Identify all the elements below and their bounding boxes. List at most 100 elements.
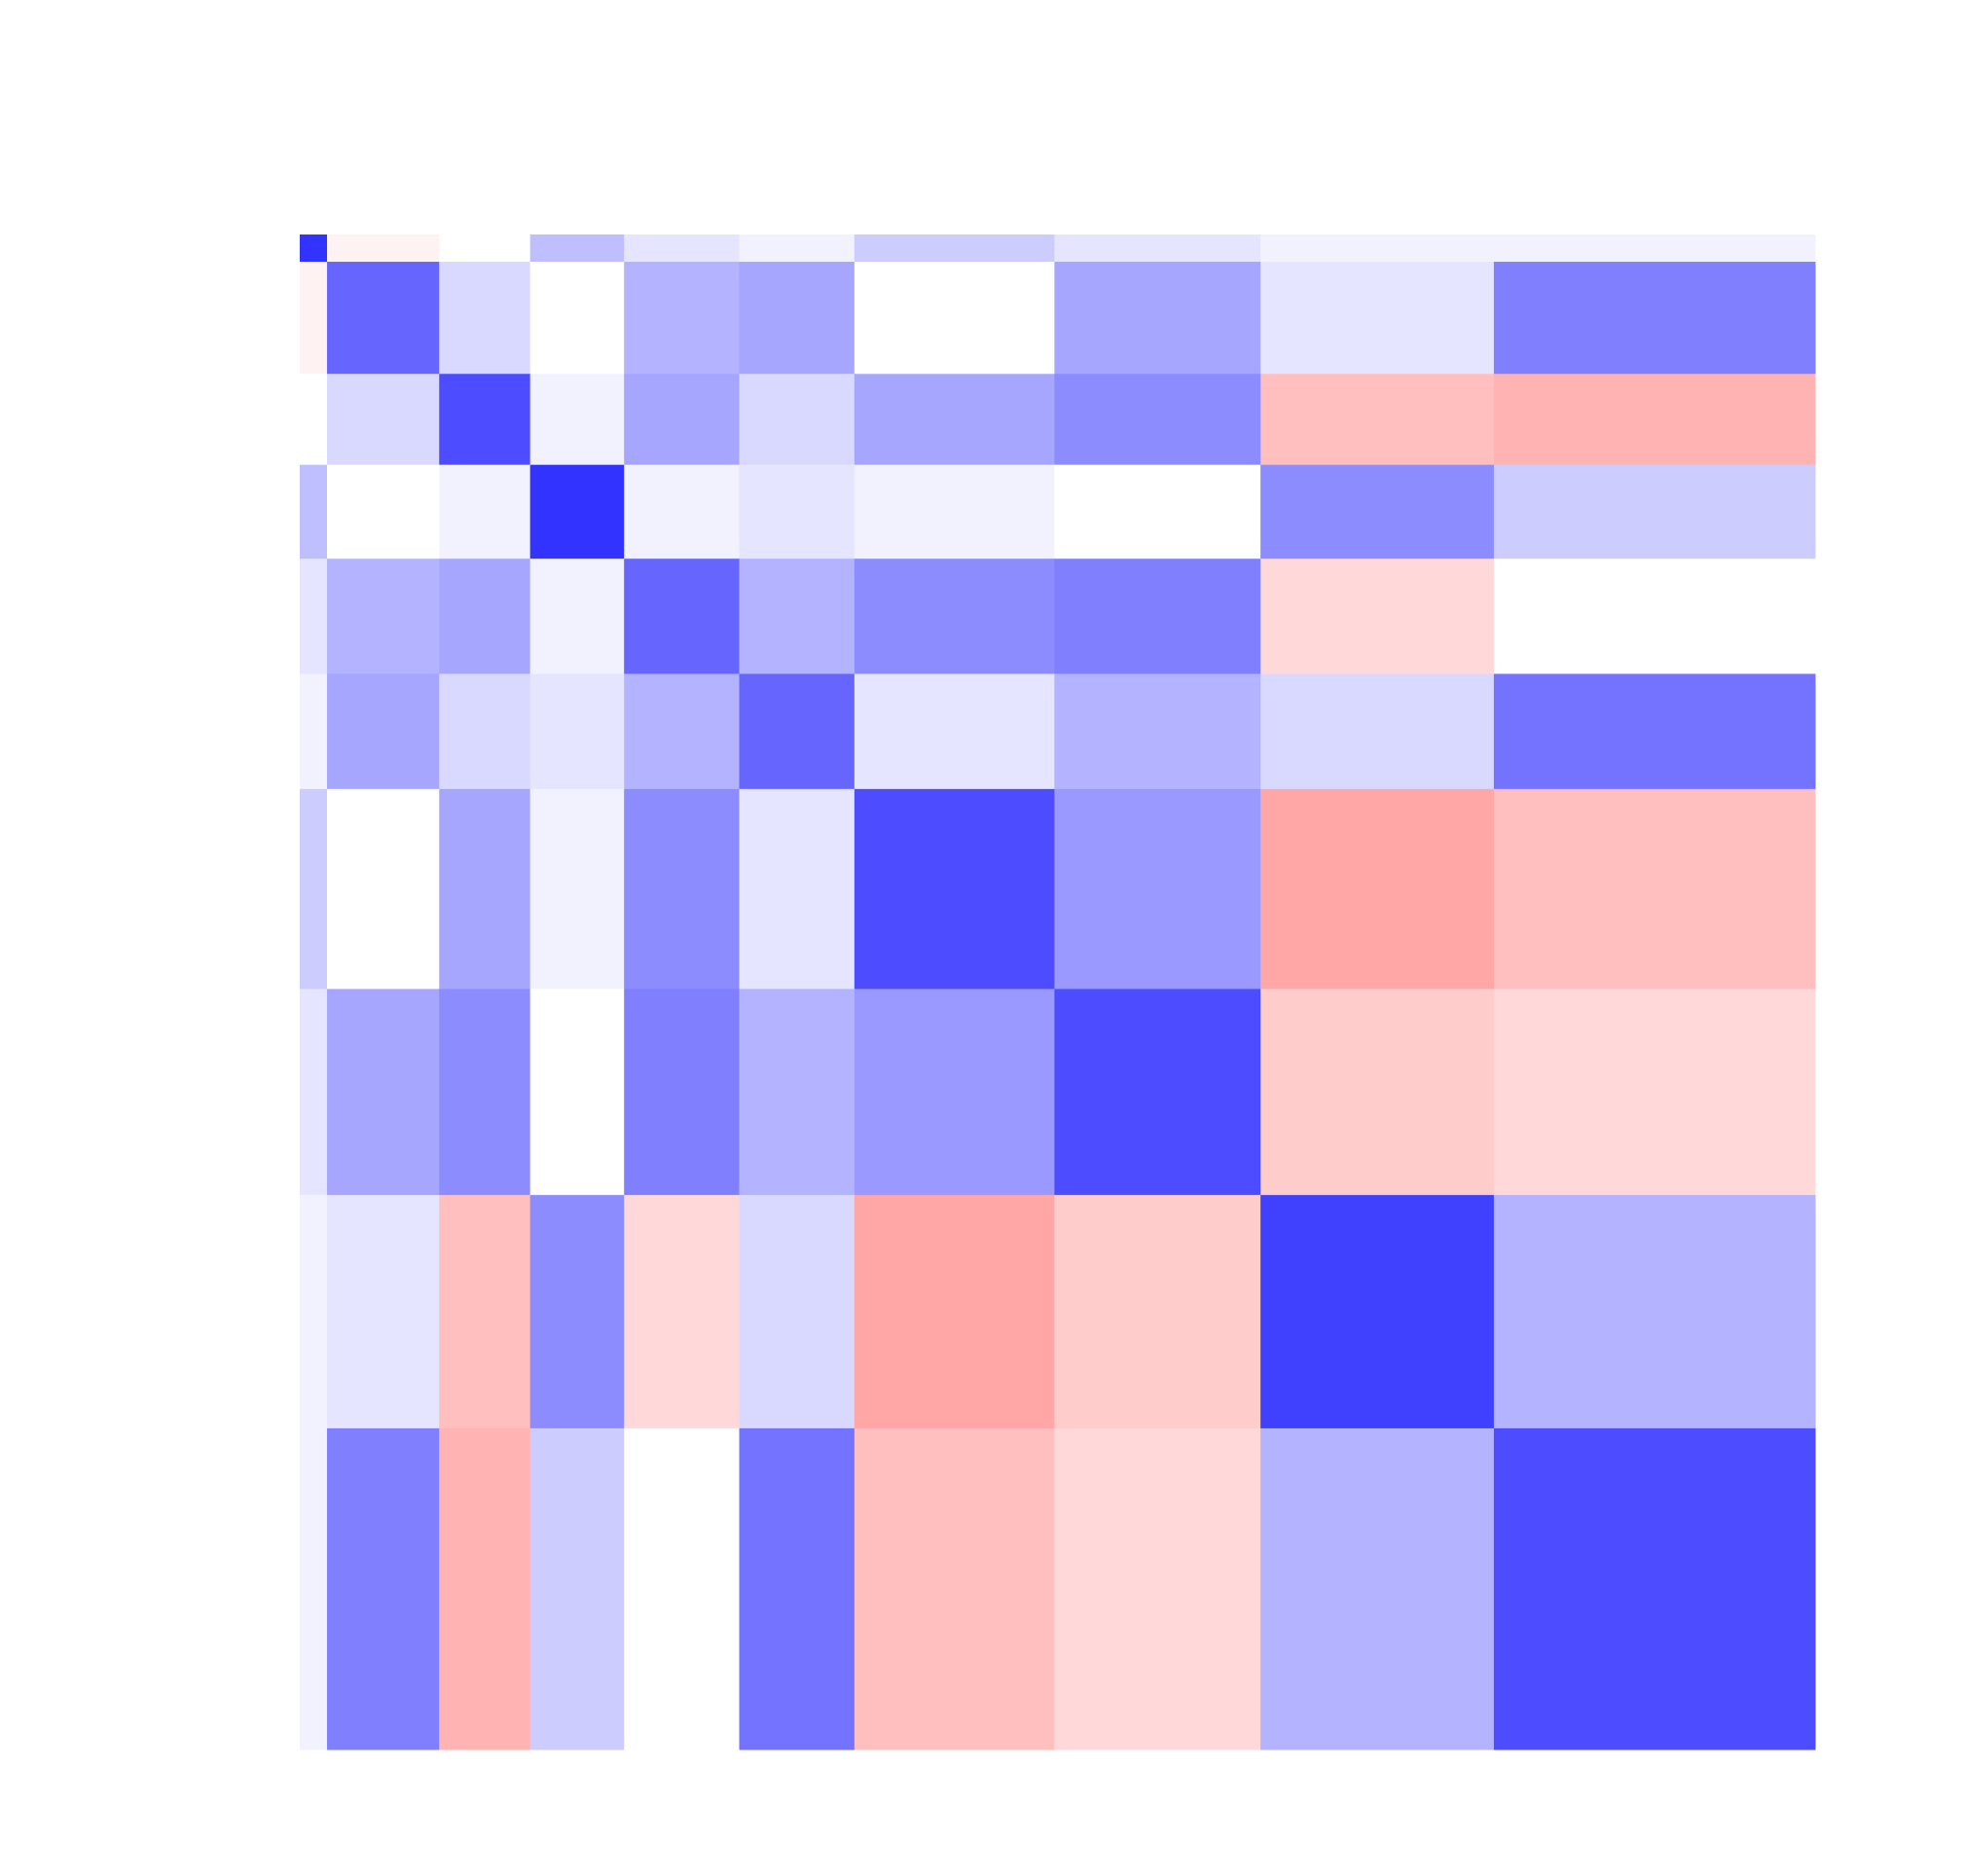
heatmap-cell <box>1054 1427 1261 1750</box>
heatmap-cell <box>529 559 625 675</box>
heatmap-cell <box>1260 1195 1495 1429</box>
heatmap-cell <box>1054 234 1261 263</box>
heatmap-cell <box>1260 374 1495 466</box>
heatmap-cell <box>739 262 855 375</box>
heatmap-cell <box>327 234 440 263</box>
heatmap-cell <box>1493 1195 1816 1429</box>
heatmap-cell <box>300 1195 328 1429</box>
heatmap-cell <box>327 673 440 790</box>
heatmap-cell <box>1493 788 1816 990</box>
heatmap-cell <box>439 1195 531 1429</box>
heatmap-cell <box>439 464 531 559</box>
heatmap-cell <box>1054 559 1261 675</box>
heatmap-cell <box>529 989 625 1196</box>
heatmap-cell <box>300 989 328 1196</box>
heatmap-cell <box>1260 464 1495 559</box>
heatmap-cell <box>439 234 531 263</box>
heatmap-cell <box>439 1427 531 1750</box>
heatmap-cell <box>439 559 531 675</box>
heatmap-cell <box>624 374 741 466</box>
heatmap-cell <box>739 1195 855 1429</box>
heatmap-cell <box>1260 234 1495 263</box>
heatmap-cell <box>739 374 855 466</box>
heatmap-cell <box>854 262 1055 375</box>
heatmap-cell <box>327 989 440 1196</box>
heatmap-cell <box>300 374 328 466</box>
heatmap-cell <box>1493 464 1816 559</box>
heatmap-cell <box>739 464 855 559</box>
heatmap-cell <box>1260 262 1495 375</box>
heatmap-cell <box>854 788 1055 990</box>
heatmap-cell <box>854 234 1055 263</box>
heatmap-cell <box>1260 1427 1495 1750</box>
heatmap-cell <box>300 673 328 790</box>
heatmap-cell <box>624 234 741 263</box>
heatmap-cell <box>624 559 741 675</box>
heatmap-cell <box>739 673 855 790</box>
heatmap-cell <box>439 989 531 1196</box>
heatmap-cell <box>739 788 855 990</box>
heatmap-cell <box>300 262 328 375</box>
heatmap-cell <box>624 788 741 990</box>
heatmap-cell <box>439 374 531 466</box>
heatmap-cell <box>1493 559 1816 675</box>
heatmap-cell <box>624 989 741 1196</box>
heatmap-cell <box>300 1427 328 1750</box>
heatmap-cell <box>1054 374 1261 466</box>
heatmap-cell <box>300 788 328 990</box>
heatmap-cell <box>624 464 741 559</box>
heatmap-cell <box>1493 1427 1816 1750</box>
heatmap-cell <box>854 1427 1055 1750</box>
heatmap-cell <box>624 262 741 375</box>
heatmap-cell <box>327 464 440 559</box>
heatmap-cell <box>854 673 1055 790</box>
heatmap-cell <box>1493 374 1816 466</box>
heatmap-cell <box>1054 673 1261 790</box>
heatmap-cell <box>327 788 440 990</box>
heatmap-cell <box>300 464 328 559</box>
heatmap-cell <box>1260 989 1495 1196</box>
heatmap-cell <box>1054 788 1261 990</box>
heatmap-cell <box>1260 559 1495 675</box>
heatmap-cell <box>1493 262 1816 375</box>
heatmap-cell <box>1493 673 1816 790</box>
heatmap-cell <box>1493 234 1816 263</box>
heatmap-cell <box>327 1195 440 1429</box>
heatmap-cell <box>529 374 625 466</box>
heatmap-cell <box>739 559 855 675</box>
heatmap-cell <box>327 559 440 675</box>
heatmap-cell <box>1054 262 1261 375</box>
heatmap-cell <box>529 673 625 790</box>
heatmap-cell <box>529 262 625 375</box>
heatmap-cell <box>439 788 531 990</box>
heatmap-cell <box>529 1195 625 1429</box>
heatmap-cell <box>529 1427 625 1750</box>
heatmap-cell <box>1054 464 1261 559</box>
heatmap-cell <box>854 464 1055 559</box>
heatmap-cell <box>300 234 328 263</box>
heatmap-cell <box>1054 1195 1261 1429</box>
heatmap-cell <box>327 374 440 466</box>
heatmap-cell <box>739 234 855 263</box>
heatmap-cell <box>439 673 531 790</box>
heatmap-cell <box>739 989 855 1196</box>
heatmap-cell <box>854 1195 1055 1429</box>
heatmap-cell <box>854 559 1055 675</box>
heatmap-cell <box>529 464 625 559</box>
heatmap-cell <box>327 1427 440 1750</box>
heatmap-cell <box>739 1427 855 1750</box>
heatmap-cell <box>624 673 741 790</box>
heatmap-cell <box>1493 989 1816 1196</box>
heatmap-cell <box>624 1195 741 1429</box>
heatmap-cell <box>1260 788 1495 990</box>
heatmap-cell <box>327 262 440 375</box>
heatmap-cell <box>854 989 1055 1196</box>
heatmap-cell <box>529 788 625 990</box>
heatmap-cell <box>1260 673 1495 790</box>
heatmap-cell <box>529 234 625 263</box>
heatmap-cell <box>1054 989 1261 1196</box>
heatmap-cell <box>300 559 328 675</box>
heatmap-cell <box>854 374 1055 466</box>
